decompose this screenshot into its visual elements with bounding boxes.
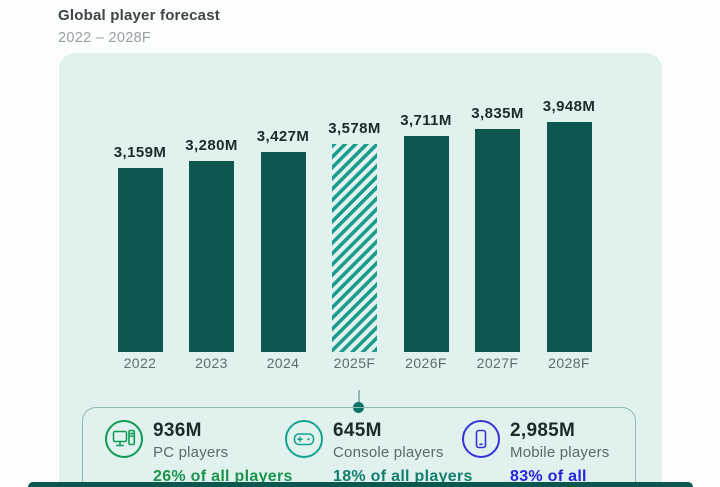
bar-value-label-2023: 3,280M: [185, 137, 238, 154]
page-title: Global player forecast: [58, 7, 220, 24]
axis-label-2028F: 2028F: [548, 355, 590, 371]
axis-label-2025F: 2025F: [333, 355, 376, 371]
bar-2026F: [403, 136, 449, 352]
stat-label: Mobile players: [510, 443, 610, 461]
bar-group-2022: 3,159M: [114, 144, 166, 352]
stat-text: 936M PC players: [153, 420, 228, 461]
axis-label-2022: 2022: [123, 355, 157, 371]
stat-value: 645M: [333, 420, 382, 441]
stat-label: PC players: [153, 443, 229, 461]
bar-2024: [260, 152, 306, 352]
chart-panel: 3,159M 3,280M 3,427M 3,578M 3,711M 3,835M 3,94…: [59, 53, 662, 487]
stat-value: 936M: [153, 420, 202, 441]
page-subtitle: 2022 – 2028F: [58, 30, 152, 46]
pc-icon: [105, 420, 143, 458]
gamepad-icon: [285, 420, 323, 458]
stat-text: 2,985M Mobile players: [510, 420, 610, 461]
connector-line: [357, 390, 360, 407]
next-card-top-edge: [28, 482, 693, 487]
axis-label-2026F: 2026F: [405, 355, 447, 371]
bar-2028F: [546, 122, 592, 352]
stat-top: 2,985M Mobile players: [462, 420, 635, 461]
axis-label-2023: 2023: [195, 355, 228, 371]
axis-label-2027F: 2027F: [476, 355, 519, 371]
axis-label-2024: 2024: [266, 355, 300, 371]
bar-value-label-2026F: 3,711M: [400, 112, 452, 129]
bar-value-label-2027F: 3,835M: [471, 105, 524, 122]
stat-percent: 18% of all players: [333, 467, 473, 485]
bar-value-label-2028F: 3,948M: [542, 98, 596, 115]
stats-box: 936M PC players 26% of all players 645M Cons…: [82, 407, 636, 487]
bar-group-2025F: 3,578M: [328, 120, 380, 352]
bar-group-2024: 3,427M: [257, 128, 309, 352]
stat-top: 936M PC players: [105, 420, 293, 461]
stat-console-players: 645M Console players 18% of all players: [285, 420, 473, 486]
phone-icon: [462, 420, 500, 458]
stat-value: 2,985M: [510, 420, 576, 441]
bar-value-label-2022: 3,159M: [113, 144, 167, 161]
bar-group-2027F: 3,835M: [471, 105, 523, 352]
stat-text: 645M Console players: [333, 420, 444, 461]
stat-percent: 26% of all players: [153, 467, 293, 485]
bar-2025F: [332, 144, 377, 352]
bar-2023: [189, 161, 234, 352]
bar-value-label-2025F: 3,578M: [328, 120, 381, 137]
bar-group-2023: 3,280M: [185, 137, 237, 352]
bar-2022: [117, 168, 163, 352]
stat-pc-players: 936M PC players 26% of all players: [105, 420, 293, 486]
stat-top: 645M Console players: [285, 420, 473, 461]
stat-label: Console players: [333, 443, 444, 461]
bars: 3,159M 3,280M 3,427M 3,578M 3,711M 3,835M 3,94…: [59, 53, 662, 352]
bar-group-2026F: 3,711M: [400, 112, 451, 352]
bar-group-2028F: 3,948M: [543, 98, 595, 352]
bar-value-label-2024: 3,427M: [256, 128, 310, 145]
bar-2027F: [475, 129, 520, 352]
